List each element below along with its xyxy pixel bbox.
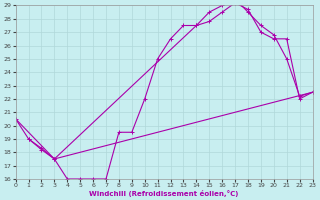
X-axis label: Windchill (Refroidissement éolien,°C): Windchill (Refroidissement éolien,°C) — [89, 190, 239, 197]
